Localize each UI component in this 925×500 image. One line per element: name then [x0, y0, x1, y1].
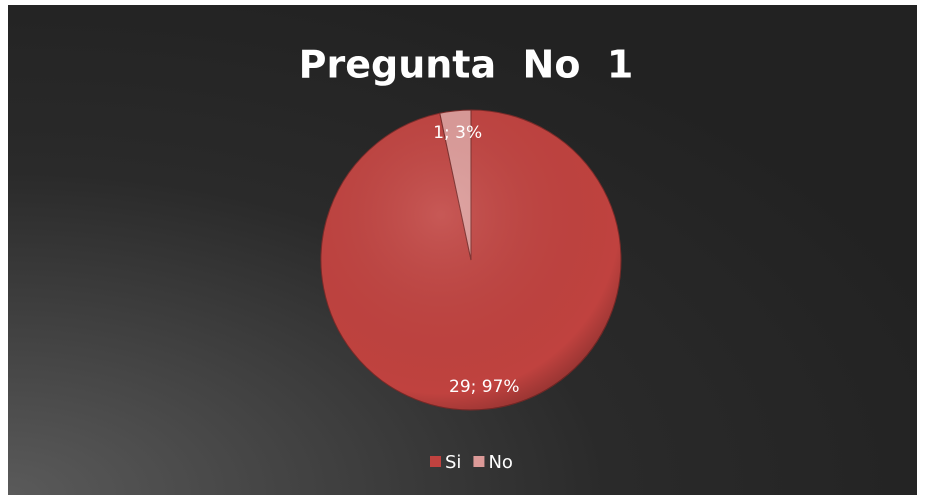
data-label: 29; 97% [449, 377, 520, 397]
chart-title: Pregunta No 1 [299, 43, 634, 87]
legend-label: Si [445, 452, 461, 473]
legend-label: No [488, 452, 512, 473]
legend-marker [430, 456, 441, 467]
legend-marker [473, 456, 485, 467]
data-label: 1; 3% [433, 123, 482, 143]
